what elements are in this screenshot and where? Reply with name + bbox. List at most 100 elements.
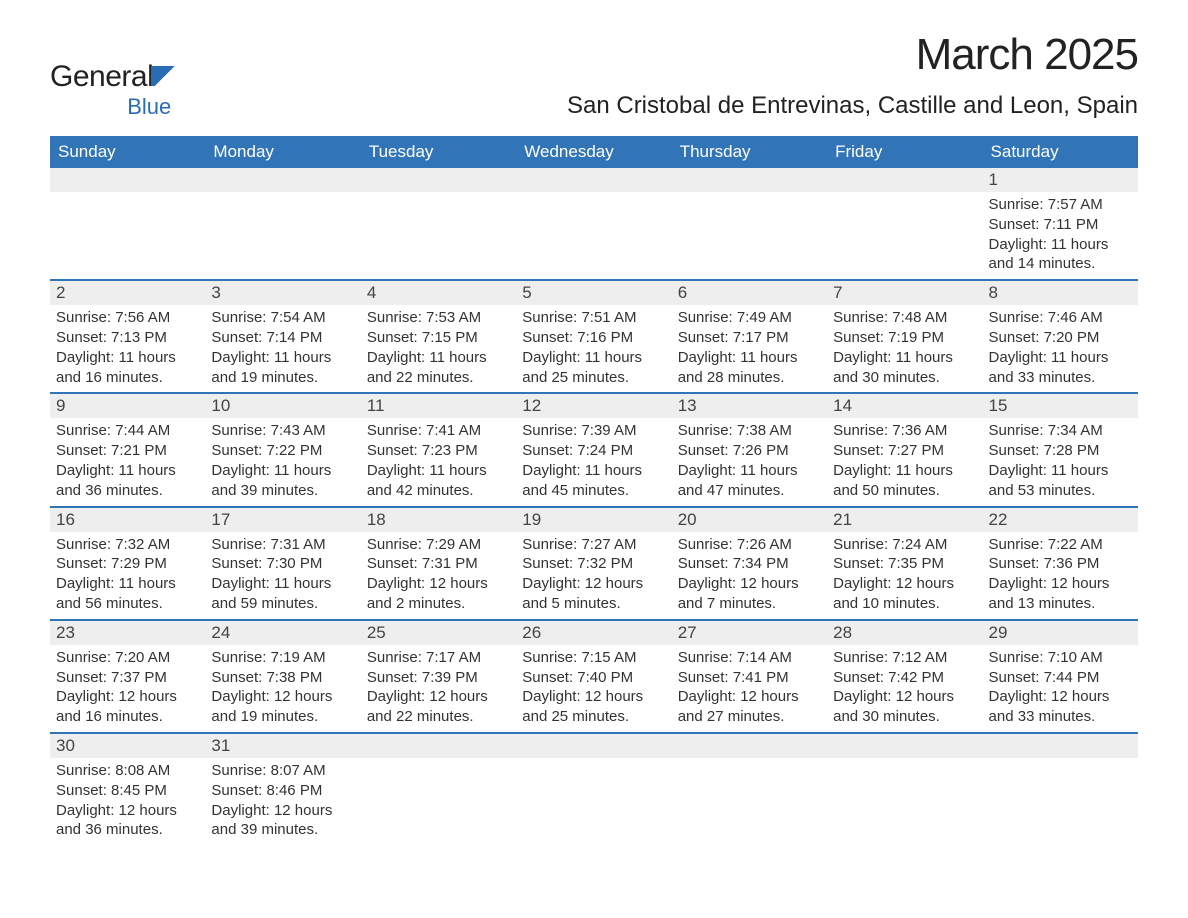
sunrise-text: Sunrise: 7:39 AM [522,422,636,439]
calendar-day-cell: 27Sunrise: 7:14 AMSunset: 7:41 PMDayligh… [672,620,827,733]
day-number [205,168,360,192]
day-number [516,734,671,758]
daylight-text: Daylight: 11 hours and 56 minutes. [56,575,176,612]
daylight-text: Daylight: 11 hours and 59 minutes. [211,575,331,612]
daylight-text: Daylight: 12 hours and 33 minutes. [989,688,1110,725]
day-details: Sunrise: 7:19 AMSunset: 7:38 PMDaylight:… [205,645,360,732]
daylight-text: Daylight: 11 hours and 25 minutes. [522,349,642,386]
day-details: Sunrise: 7:22 AMSunset: 7:36 PMDaylight:… [983,532,1138,619]
sunrise-text: Sunrise: 7:24 AM [833,536,947,553]
day-number: 19 [516,508,671,532]
sunset-text: Sunset: 7:20 PM [989,329,1100,346]
day-details: Sunrise: 7:41 AMSunset: 7:23 PMDaylight:… [361,418,516,505]
day-number: 16 [50,508,205,532]
sunrise-text: Sunrise: 7:32 AM [56,536,170,553]
calendar-day-cell [827,733,982,845]
sunrise-text: Sunrise: 7:19 AM [211,649,325,666]
day-number [827,168,982,192]
day-details: Sunrise: 7:10 AMSunset: 7:44 PMDaylight:… [983,645,1138,732]
sunrise-text: Sunrise: 7:12 AM [833,649,947,666]
daylight-text: Daylight: 12 hours and 2 minutes. [367,575,488,612]
calendar-day-cell: 19Sunrise: 7:27 AMSunset: 7:32 PMDayligh… [516,507,671,620]
day-details: Sunrise: 7:15 AMSunset: 7:40 PMDaylight:… [516,645,671,732]
day-details: Sunrise: 7:39 AMSunset: 7:24 PMDaylight:… [516,418,671,505]
day-details: Sunrise: 7:12 AM Sunset: 7:42 PM Daylight:… [827,645,982,732]
sunset-text: Sunset: 7:38 PM [211,669,322,686]
calendar-day-cell: 11Sunrise: 7:41 AMSunset: 7:23 PMDayligh… [361,393,516,506]
logo-word1: General [50,60,153,94]
calendar-day-cell [205,168,360,280]
day-details: Sunrise: 7:14 AMSunset: 7:41 PMDaylight:… [672,645,827,732]
day-number: 2 [50,281,205,305]
calendar-day-cell: 14Sunrise: 7:36 AMSunset: 7:27 PMDayligh… [827,393,982,506]
day-number [672,168,827,192]
day-header: Saturday [983,136,1138,168]
sunset-text: Sunset: 7:28 PM [989,442,1100,459]
daylight-text: Daylight: 11 hours and 39 minutes. [211,462,331,499]
daylight-text: Daylight: 11 hours and 47 minutes. [678,462,798,499]
day-number: 26 [516,621,671,645]
sunrise-text: Sunrise: 7:10 AM [989,649,1103,666]
day-details: Sunrise: 7:24 AMSunset: 7:35 PMDaylight:… [827,532,982,619]
sunset-text: Sunset: 7:23 PM [367,442,478,459]
sunrise-text: Sunrise: 7:14 AM [678,649,792,666]
day-number [827,734,982,758]
sunset-text: Sunset: 7:40 PM [522,669,633,686]
calendar-day-cell: 26Sunrise: 7:15 AMSunset: 7:40 PMDayligh… [516,620,671,733]
day-details: Sunrise: 7:43 AMSunset: 7:22 PMDaylight:… [205,418,360,505]
day-number: 25 [361,621,516,645]
calendar-day-cell: 13Sunrise: 7:38 AMSunset: 7:26 PMDayligh… [672,393,827,506]
sunset-text: Sunset: 7:15 PM [367,329,478,346]
sunrise-text: Sunrise: 7:22 AM [989,536,1103,553]
sunset-text: Sunset: 7:29 PM [56,555,167,572]
day-details: Sunrise: 7:20 AMSunset: 7:37 PMDaylight:… [50,645,205,732]
day-details: Sunrise: 7:32 AM Sunset: 7:29 PM Daylight:… [50,532,205,619]
day-number: 27 [672,621,827,645]
calendar-day-cell [672,733,827,845]
day-details: Sunrise: 7:54 AMSunset: 7:14 PMDaylight:… [205,305,360,392]
day-details: Sunrise: 8:07 AMSunset: 8:46 PMDaylight:… [205,758,360,845]
calendar-week-row: 1Sunrise: 7:57 AMSunset: 7:11 PMDaylight… [50,168,1138,280]
day-header: Friday [827,136,982,168]
calendar-header-row: SundayMondayTuesdayWednesdayThursdayFrid… [50,136,1138,168]
sunrise-text: Sunrise: 8:07 AM [211,762,325,779]
day-number [672,734,827,758]
sunset-text: Sunset: 7:31 PM [367,555,478,572]
calendar-day-cell: 5Sunrise: 7:51 AMSunset: 7:16 PMDaylight… [516,280,671,393]
calendar-day-cell: 20Sunrise: 7:26 AMSunset: 7:34 PMDayligh… [672,507,827,620]
calendar-day-cell [827,168,982,280]
daylight-text: Daylight: 11 hours and 45 minutes. [522,462,642,499]
sunrise-text: Sunrise: 7:38 AM [678,422,792,439]
daylight-text: Daylight: 12 hours and 27 minutes. [678,688,799,725]
sunrise-text: Sunrise: 7:29 AM [367,536,481,553]
sunrise-text: Sunrise: 8:08 AM [56,762,170,779]
day-number: 24 [205,621,360,645]
sunrise-text: Sunrise: 7:31 AM [211,536,325,553]
daylight-text: Daylight: 11 hours and 30 minutes. [833,349,953,386]
calendar-week-row: 23Sunrise: 7:20 AMSunset: 7:37 PMDayligh… [50,620,1138,733]
day-number: 7 [827,281,982,305]
day-details: Sunrise: 7:44 AMSunset: 7:21 PMDaylight:… [50,418,205,505]
sunset-text: Sunset: 7:26 PM [678,442,789,459]
title-block: March 2025 San Cristobal de Entrevinas, … [567,30,1138,130]
calendar-day-cell [983,733,1138,845]
day-number: 15 [983,394,1138,418]
logo-word2: Blue [127,94,171,119]
calendar-day-cell [50,168,205,280]
calendar-day-cell: 25Sunrise: 7:17 AMSunset: 7:39 PMDayligh… [361,620,516,733]
daylight-text: Daylight: 11 hours and 28 minutes. [678,349,798,386]
daylight-text: Daylight: 12 hours and 13 minutes. [989,575,1110,612]
daylight-text: Daylight: 12 hours and 16 minutes. [56,688,177,725]
daylight-text: Daylight: 12 hours and 25 minutes. [522,688,643,725]
day-number: 9 [50,394,205,418]
day-details: Sunrise: 7:17 AMSunset: 7:39 PMDaylight:… [361,645,516,732]
sunset-text: Sunset: 7:11 PM [989,216,1099,233]
daylight-text: Daylight: 11 hours and 22 minutes. [367,349,487,386]
day-number: 28 [827,621,982,645]
sunset-text: Sunset: 7:42 PM [833,669,944,686]
sunrise-text: Sunrise: 7:20 AM [56,649,170,666]
calendar-week-row: 30Sunrise: 8:08 AMSunset: 8:45 PMDayligh… [50,733,1138,845]
day-number [983,734,1138,758]
daylight-text: Daylight: 12 hours and 30 minutes. [833,688,954,725]
calendar-day-cell: 17Sunrise: 7:31 AMSunset: 7:30 PMDayligh… [205,507,360,620]
